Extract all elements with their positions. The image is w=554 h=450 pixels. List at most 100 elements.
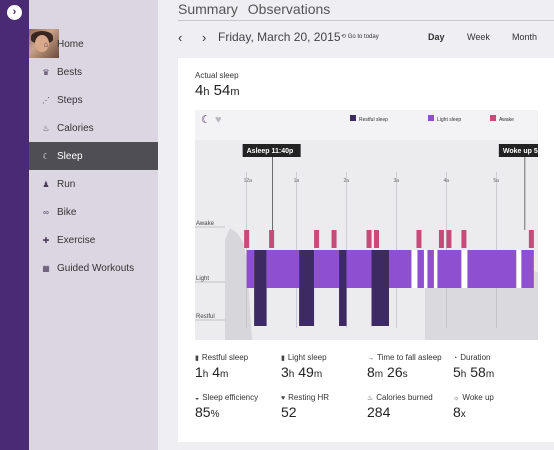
go-to-today-button[interactable]: ⟲ Go to today [341,33,379,40]
sidebar-item-steps[interactable]: ⋰ Steps [29,86,158,114]
segment-restful-1 [254,250,267,326]
sidebar-item-label: Guided Workouts [57,262,135,274]
segment-light-0 [246,250,255,288]
legend-label-1: Light sleep [437,117,461,123]
avatar[interactable] [29,29,59,58]
stat-sleep-efficiency: ◒ Sleep efficiency 85% [195,393,277,420]
stat-value: 284 [367,404,391,420]
efficiency-icon: ◒ [195,395,200,402]
flame-icon: ♨ [367,395,374,402]
awake-marker-8 [446,230,452,248]
sidebar-item-label: Bests [57,66,83,78]
sidebar-item-calories[interactable]: ♨ Calories [29,114,158,142]
stat-value: 3h 49m [281,364,323,380]
stat-duration: ◔ Duration 5h 58m [453,353,535,380]
page-header: Summary Observations [178,1,336,17]
stat-value: 1h 4m [195,364,229,380]
dumbbell-icon: ✚ [42,235,50,245]
y-level-label-2: Restful [196,314,215,320]
stat-label: Light sleep [287,353,327,362]
trophy-icon: ♛ [42,67,50,77]
stat-label: Resting HR [288,393,330,402]
wake-label: Woke up 5:25a [503,148,538,155]
stat-resting-hr: ♥ Resting HR 52 [281,393,363,420]
y-level-label-0: Awake [196,221,215,227]
segment-light-6 [346,250,372,288]
stat-label: Sleep efficiency [202,393,259,402]
asleep-callout [242,144,301,157]
sun-icon: ☼ [453,395,460,402]
stat-value: 85% [195,404,220,420]
go-to-today-label: Go to today [347,34,379,40]
wake-callout [498,144,538,157]
x-tick-label-0: 12a [244,178,253,184]
home-icon: ⌂ [43,39,49,49]
x-tick-label-2: 2a [344,178,350,184]
heart-icon: ♥ [215,114,222,126]
segment-light-2 [266,250,300,288]
x-tick-label-3: 3a [393,178,399,184]
range-day-button[interactable]: Day [428,32,445,42]
awake-marker-2 [314,230,320,248]
sidebar-item-label: Bike [57,206,77,218]
prev-day-button[interactable]: ‹ [178,30,183,45]
segment-light-18 [521,250,534,288]
tab-summary[interactable]: Summary [178,1,238,17]
bar-chart-icon: ▮ [281,355,285,362]
bike-icon: ∞ [43,207,49,217]
segment-light-10 [417,250,424,288]
stat-value: 52 [281,404,297,420]
sidebar-item-bike[interactable]: ∞ Bike [29,198,158,226]
stat-value: 8m 26s [367,364,408,380]
expand-menu-icon[interactable]: › [7,5,22,20]
arrow-icon: → [367,355,374,362]
segment-restful-5 [339,250,347,326]
legend-label-2: Awake [499,117,514,123]
sleep-chart: ☾ ♥ Restful sleep Light sleep Awake Awake Ligh… [195,110,538,340]
go-to-today-icon: ⟲ [341,34,348,40]
awake-marker-7 [438,230,444,248]
date-navigation: ‹ › Friday, March 20, 2015 ⟲ Go to today… [178,30,554,48]
legend-swatch-1 [428,115,434,121]
awake-marker-9 [461,230,467,248]
segment-awake-11 [423,250,428,288]
stat-label: Woke up [462,393,494,402]
clock-icon: ◔ [453,355,458,362]
legend-swatch-0 [350,115,356,121]
stat-time-to-fall-asleep: → Time to fall asleep 8m 26s [367,353,449,380]
segment-awake-15 [461,250,468,288]
app-rail: › [0,0,29,450]
stat-value: 8x [453,404,466,420]
segment-restful-3 [299,250,315,326]
shoe-icon: ⋰ [42,95,50,105]
x-tick-label-4: 4a [443,178,449,184]
sidebar-item-exercise[interactable]: ✚ Exercise [29,226,158,254]
sidebar: ⌂ Home ♛ Bests ⋰ Steps ♨ Calories ☾ Sleep ♟ Run ∞ Bik… [29,0,158,450]
bar-chart-icon: ▮ [195,355,199,362]
heart-icon: ♥ [281,395,286,402]
sleep-summary-card: Actual sleep 4h 54m ☾ ♥ Restful sleep Light… [178,58,554,442]
next-day-button[interactable]: › [202,30,207,45]
stat-restful-sleep: ▮ Restful sleep 1h 4m [195,353,277,380]
segment-light-4 [314,250,340,288]
sidebar-item-label: Exercise [57,234,96,246]
segment-light-16 [467,250,517,288]
actual-sleep-value: 4h 54m [195,82,240,99]
sidebar-item-sleep[interactable]: ☾ Sleep [29,142,158,170]
sidebar-item-run[interactable]: ♟ Run [29,170,158,198]
stat-label: Restful sleep [201,353,249,362]
awake-marker-0 [244,230,250,248]
legend-label-0: Restful sleep [359,117,388,123]
sidebar-item-guided-workouts[interactable]: ▦ Guided Workouts [29,254,158,282]
range-week-button[interactable]: Week [467,32,490,42]
sidebar-item-home[interactable]: ⌂ Home [29,30,158,58]
tab-observations[interactable]: Observations [247,1,331,17]
stat-light-sleep: ▮ Light sleep 3h 49m [281,353,363,380]
sidebar-item-bests[interactable]: ♛ Bests [29,58,158,86]
chart-legend-band [195,110,538,140]
range-month-button[interactable]: Month [512,32,538,42]
awake-marker-1 [269,230,275,248]
awake-marker-5 [374,230,380,248]
segment-awake-13 [433,250,438,288]
awake-marker-6 [416,230,422,248]
